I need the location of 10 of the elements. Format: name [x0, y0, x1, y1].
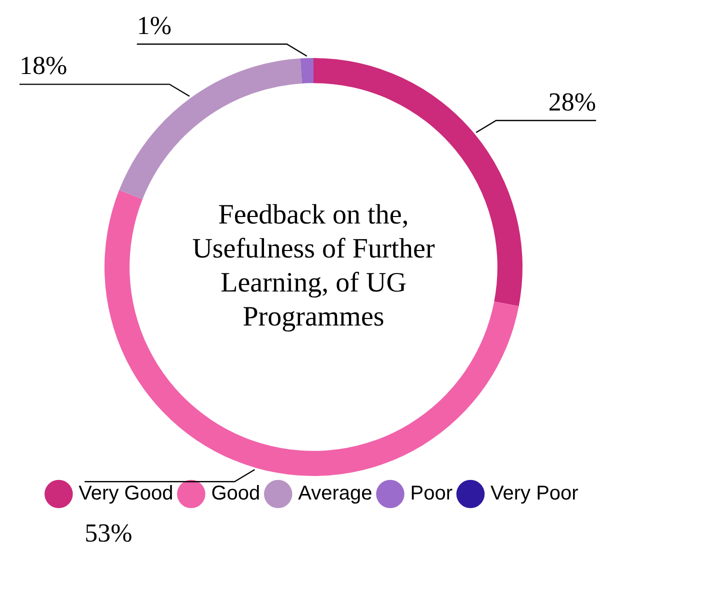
legend-label: Very Good: [78, 482, 174, 505]
text: Feedback on the, Usefulness of Further Learning, of UG Programmes: [192, 199, 436, 332]
legend-label: Average: [298, 482, 372, 505]
legend-label: Poor: [410, 482, 453, 505]
legend-label: Very Poor: [490, 482, 579, 505]
data-label: 1%: [136, 10, 172, 40]
legend-label: Good: [211, 482, 260, 505]
data-label: 28%: [548, 87, 596, 116]
data-label: 18%: [19, 51, 68, 80]
data-label: 53%: [84, 518, 132, 548]
